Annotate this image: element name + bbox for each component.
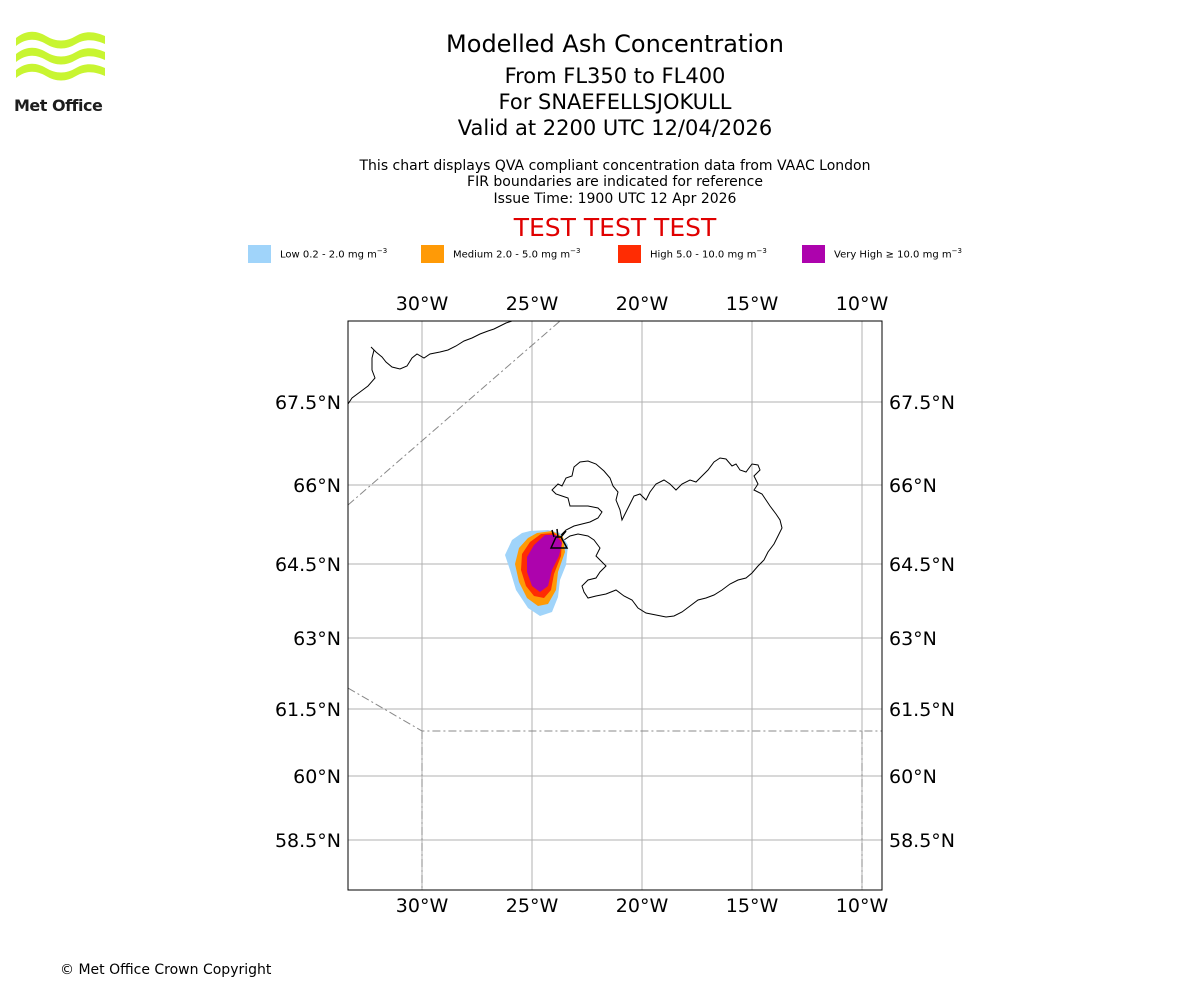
lon-label-top: 15°W	[726, 293, 779, 315]
test-banner: TEST TEST TEST	[513, 213, 717, 242]
lon-label-bottom: 30°W	[396, 895, 449, 917]
legend-label-medium: Medium 2.0 - 5.0 mg m−3	[453, 247, 581, 261]
greenland-coastline	[348, 321, 516, 405]
lon-label-top: 25°W	[506, 293, 559, 315]
logo-text: Met Office	[14, 96, 103, 115]
legend-swatch-medium	[421, 245, 444, 263]
lat-label-left: 63°N	[293, 628, 341, 650]
met-office-wave-logo-icon	[16, 31, 105, 81]
fir-boundary-greenland	[348, 321, 561, 506]
lat-label-right: 58.5°N	[889, 830, 955, 852]
lat-label-right: 66°N	[889, 475, 937, 497]
legend-item-high: High 5.0 - 10.0 mg m−3	[618, 244, 767, 264]
lon-label-bottom: 10°W	[836, 895, 889, 917]
chart-title: Modelled Ash Concentration	[446, 30, 784, 58]
legend-swatch-very-high	[802, 245, 825, 263]
lat-label-left: 61.5°N	[275, 699, 341, 721]
legend-item-very-high: Very High ≥ 10.0 mg m−3	[802, 244, 962, 264]
legend-item-low: Low 0.2 - 2.0 mg m−3	[248, 244, 387, 264]
lat-label-right: 61.5°N	[889, 699, 955, 721]
lon-label-top: 30°W	[396, 293, 449, 315]
lat-label-left: 60°N	[293, 766, 341, 788]
lat-label-right: 67.5°N	[889, 392, 955, 414]
lat-label-right: 63°N	[889, 628, 937, 650]
lon-label-top: 20°W	[616, 293, 669, 315]
lon-label-bottom: 25°W	[506, 895, 559, 917]
lat-label-right: 60°N	[889, 766, 937, 788]
lat-label-left: 58.5°N	[275, 830, 341, 852]
issue-time: Issue Time: 1900 UTC 12 Apr 2026	[493, 191, 737, 207]
lon-label-top: 10°W	[836, 293, 889, 315]
axis-tick-labels: 30°W 30°W 25°W 25°W 20°W 20°W 15°W 15°W 10°W 10°W…	[275, 293, 955, 917]
legend-swatch-high	[618, 245, 641, 263]
flight-level-range: From FL350 to FL400	[504, 64, 726, 88]
map-frame	[347, 320, 883, 891]
lat-label-left: 66°N	[293, 475, 341, 497]
lat-label-left: 64.5°N	[275, 554, 341, 576]
legend-item-medium: Medium 2.0 - 5.0 mg m−3	[421, 244, 580, 264]
fir-boundaries	[348, 321, 882, 890]
valid-time: Valid at 2200 UTC 12/04/2026	[457, 116, 773, 140]
met-office-logo: Met Office	[14, 30, 106, 115]
copyright-notice: © Met Office Crown Copyright	[60, 962, 272, 978]
ash-very-high-region	[527, 535, 562, 592]
subtitle-line-2: FIR boundaries are indicated for referen…	[467, 174, 763, 190]
legend-swatch-low	[248, 245, 271, 263]
subtitle-line-1: This chart displays QVA compliant concen…	[359, 158, 871, 174]
lon-label-bottom: 20°W	[616, 895, 669, 917]
legend-label-high: High 5.0 - 10.0 mg m−3	[650, 247, 767, 261]
iceland-coastline	[548, 457, 783, 618]
legend-label-very-high: Very High ≥ 10.0 mg m−3	[834, 247, 962, 261]
volcano-name: For SNAEFELLSJOKULL	[498, 90, 732, 114]
legend-label-low: Low 0.2 - 2.0 mg m−3	[280, 247, 388, 261]
volcano-icon	[549, 528, 569, 549]
lat-label-right: 64.5°N	[889, 554, 955, 576]
graticule	[348, 321, 882, 890]
lon-label-bottom: 15°W	[726, 895, 779, 917]
lat-label-left: 67.5°N	[275, 392, 341, 414]
